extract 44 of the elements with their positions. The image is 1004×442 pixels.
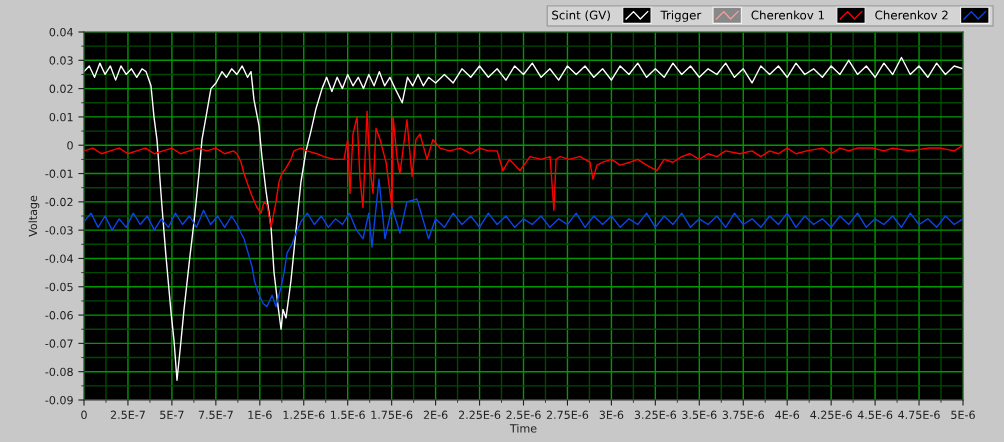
y-tick-label: -0.06	[45, 311, 73, 320]
legend-label: Cherenkov 2	[875, 10, 948, 20]
line-series	[84, 178, 963, 308]
legend-label: Scint (GV)	[552, 10, 610, 21]
x-tick-label: 1.75E-6	[371, 410, 413, 420]
x-tick-label: 7.5E-7	[198, 410, 233, 420]
y-tick-label: -0.04	[45, 254, 73, 263]
y-tick-label: -0.05	[45, 282, 73, 292]
x-tick-label: 1E-6	[248, 410, 272, 420]
x-tick-label: 5E-6	[951, 410, 975, 420]
x-tick-label: 3.75E-6	[722, 410, 764, 420]
y-axis-title: Voltage	[28, 195, 40, 237]
x-tick-label: 2.5E-7	[110, 410, 145, 420]
x-tick-label: 3.5E-6	[682, 410, 717, 420]
y-tick-label: -0.01	[45, 169, 73, 178]
y-tick-label: 0.01	[49, 112, 73, 122]
y-tick-label: -0.09	[45, 395, 73, 405]
line-series	[84, 110, 963, 229]
x-tick-label: 3E-6	[599, 410, 624, 420]
y-tick-label: 0	[67, 141, 73, 150]
x-tick-label: 5E-7	[160, 410, 184, 420]
x-tick-label: 4.25E-6	[810, 410, 852, 420]
y-tick-label: -0.03	[45, 226, 73, 235]
y-tick-label: -0.08	[45, 367, 73, 377]
legend-label: Cherenkov 1	[751, 10, 824, 20]
x-axis-title: Time	[509, 423, 537, 433]
x-tick-label: 1.5E-6	[331, 410, 365, 420]
line-series	[84, 56, 963, 381]
x-tick-label: 2.25E-6	[458, 410, 501, 420]
x-tick-label: 2.75E-6	[546, 410, 589, 420]
x-tick-label: 4.5E-6	[857, 410, 893, 420]
x-tick-label: 4.75E-6	[898, 410, 940, 420]
x-tick-label: 2E-6	[423, 410, 448, 420]
x-tick-label: 1.25E-6	[283, 410, 325, 420]
x-tick-label: 3.25E-6	[634, 410, 677, 420]
y-tick-label: 0.03	[49, 56, 73, 65]
x-tick-label: 4E-6	[775, 410, 800, 420]
y-tick-label: 0.02	[49, 84, 73, 93]
y-tick-label: -0.07	[45, 339, 73, 348]
y-tick-label: -0.02	[45, 197, 73, 207]
x-tick-label: 0	[81, 410, 87, 420]
legend-label: Trigger	[660, 10, 702, 22]
x-tick-label: 2.5E-6	[506, 410, 541, 420]
y-tick-label: 0.04	[49, 27, 73, 37]
